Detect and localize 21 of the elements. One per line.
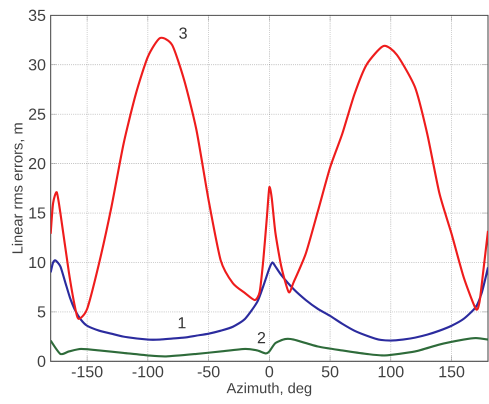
series-label: 3	[179, 27, 187, 39]
y-tick-label: 25	[28, 108, 46, 120]
y-tick-label: 35	[28, 10, 46, 21]
series-label: 2	[258, 332, 266, 344]
x-tick-label: 150	[439, 366, 464, 378]
y-tick-label: 30	[28, 59, 46, 70]
series-label: 1	[178, 317, 186, 328]
x-tick-label: 100	[378, 366, 404, 378]
line-series	[50, 259, 488, 342]
x-axis-title: Azimuth, deg	[226, 382, 312, 396]
y-axis-title: Linear rms errors, m	[12, 123, 24, 254]
x-tick-label: 50	[322, 366, 338, 378]
x-tick-label: -50	[198, 366, 220, 378]
y-tick-label: 10	[29, 256, 46, 268]
x-tick-label: -100	[132, 366, 164, 378]
x-tick-label: -150	[72, 366, 102, 378]
y-tick-label: 20	[28, 158, 46, 170]
y-tick-label: 5	[38, 306, 46, 318]
x-tick-label: 0	[266, 366, 274, 378]
y-tick-label: 0	[38, 356, 46, 367]
y-tick-label: 15	[29, 207, 46, 219]
